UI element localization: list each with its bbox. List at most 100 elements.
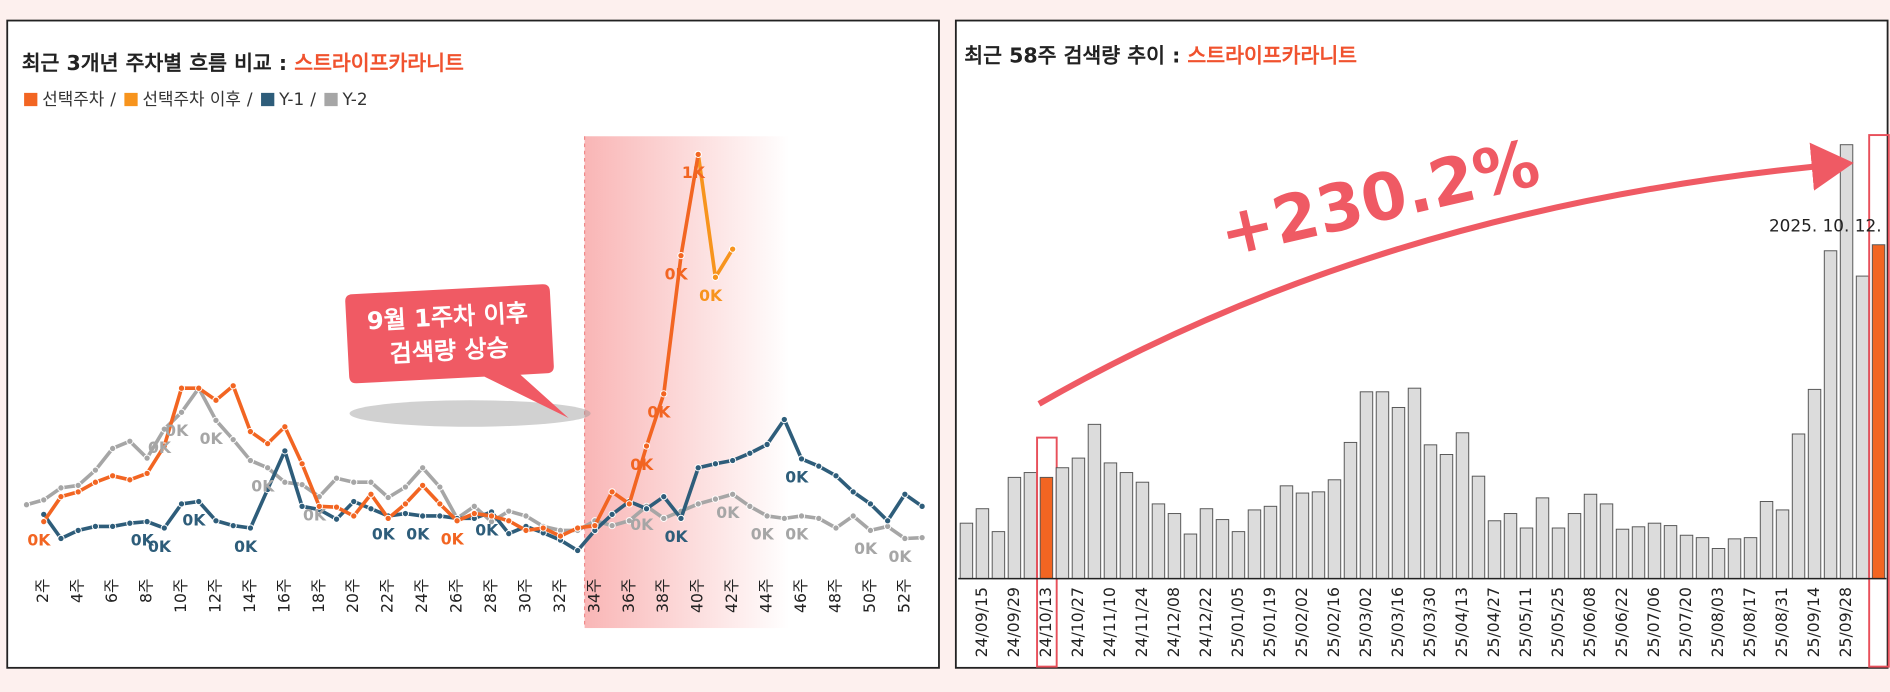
point — [763, 512, 771, 520]
value-label: 0K — [251, 477, 275, 496]
x-tick-label: 46주 — [791, 579, 810, 613]
point — [694, 150, 702, 158]
product-name: 스트라이프카라니트 — [294, 51, 464, 75]
bar — [1407, 387, 1422, 580]
point — [91, 522, 100, 531]
bar — [1087, 423, 1102, 580]
point — [729, 456, 737, 465]
point — [660, 514, 668, 522]
point — [177, 384, 186, 392]
x-tick-label: 24/12/08 — [1164, 587, 1183, 657]
value-label: 0K — [234, 537, 258, 556]
bar — [1439, 453, 1454, 580]
point — [453, 517, 461, 525]
x-tick-label: 2주 — [33, 579, 52, 603]
point — [212, 517, 220, 525]
bar — [1279, 485, 1294, 580]
point — [177, 500, 186, 508]
point — [780, 415, 788, 424]
bar — [1775, 509, 1790, 580]
bar — [1103, 462, 1118, 580]
bar — [1359, 391, 1374, 580]
highlight-box — [1868, 134, 1890, 668]
point — [625, 500, 633, 508]
bar — [1007, 476, 1022, 580]
point — [246, 456, 255, 465]
bar — [1535, 497, 1550, 580]
point — [281, 478, 289, 486]
x-tick-label: 25/02/16 — [1324, 587, 1343, 657]
point — [815, 514, 823, 522]
point — [470, 509, 478, 518]
point — [505, 507, 513, 515]
point — [436, 483, 444, 491]
point — [332, 503, 341, 511]
x-tick-label: 42주 — [722, 579, 741, 613]
point — [91, 478, 100, 486]
bar — [1135, 481, 1150, 580]
legend-label: Y-2 — [341, 89, 367, 109]
point — [591, 521, 599, 530]
x-tick-label: 8주 — [137, 579, 156, 603]
point — [866, 500, 875, 508]
point — [574, 546, 582, 555]
point — [57, 534, 65, 543]
bar — [1759, 501, 1774, 580]
value-label: 0K — [441, 530, 465, 549]
point — [401, 483, 410, 491]
x-tick-label: 25/05/11 — [1516, 587, 1535, 657]
value-label: 0K — [699, 286, 723, 305]
bar — [991, 531, 1006, 580]
bar — [1343, 441, 1358, 580]
value-label: 0K — [27, 530, 51, 549]
x-tick-label: 52주 — [894, 579, 913, 613]
point — [126, 476, 134, 484]
point — [470, 502, 478, 510]
value-label: 0K — [665, 264, 689, 283]
point — [195, 497, 203, 506]
x-tick-label: 12주 — [205, 579, 224, 613]
value-label: 0K — [131, 530, 155, 549]
point — [143, 469, 151, 477]
x-tick-label: 48주 — [825, 579, 844, 613]
bar-plot: 24/09/15 24/09/29 24/10/13 24/10/27 24/11/10… — [958, 134, 1890, 668]
bar — [1327, 479, 1342, 580]
bar — [1151, 503, 1166, 580]
point — [229, 382, 237, 390]
legend-swatch — [261, 92, 275, 107]
legend-label: Y-1 — [278, 89, 304, 109]
bar — [1471, 475, 1486, 580]
bar — [1663, 525, 1678, 580]
x-tick-label: 25/04/27 — [1484, 587, 1503, 657]
bar — [1247, 509, 1262, 580]
x-tick-label: 25/06/08 — [1580, 587, 1599, 657]
bar — [1487, 520, 1502, 580]
bar — [959, 522, 974, 580]
value-label: 0K — [148, 537, 172, 556]
bar — [1263, 505, 1278, 580]
x-tick-label: 14주 — [240, 579, 259, 613]
x-tick-label: 50주 — [860, 579, 879, 613]
point — [126, 519, 134, 527]
x-tick-label: 24주 — [412, 579, 431, 613]
x-tick-label: 25/01/05 — [1228, 587, 1247, 657]
point — [177, 408, 186, 416]
point — [797, 512, 806, 520]
x-tick-label: 24/11/24 — [1132, 587, 1151, 657]
trend-arrow — [1037, 142, 1854, 407]
point — [350, 478, 358, 486]
bar — [1791, 433, 1806, 580]
point — [884, 517, 892, 525]
bar — [1743, 537, 1758, 580]
point — [229, 521, 237, 530]
point — [625, 517, 633, 525]
x-tick-label: 25/03/02 — [1356, 587, 1375, 657]
point — [505, 530, 513, 538]
bar — [1071, 457, 1086, 580]
point — [109, 472, 117, 480]
point — [746, 502, 754, 510]
point — [763, 440, 771, 449]
legend: 선택주차 / 선택주차 이후 / Y-1/Y-2 — [24, 89, 368, 109]
point — [160, 524, 168, 532]
bar — [1679, 534, 1694, 580]
